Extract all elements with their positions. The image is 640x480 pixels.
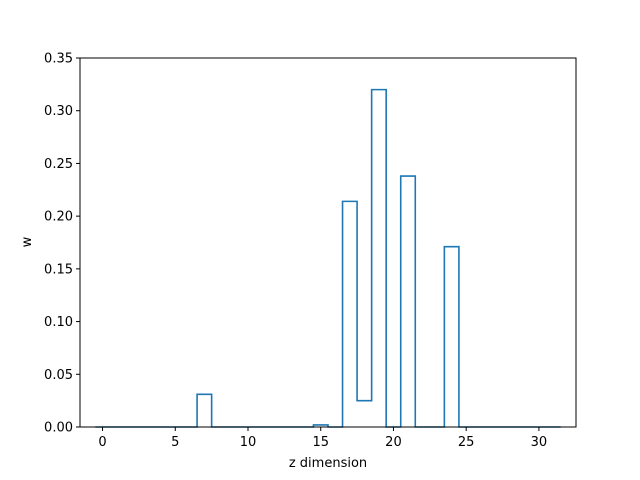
x-tick-label: 5 (171, 435, 179, 450)
y-tick-label: 0.10 (44, 315, 73, 330)
y-tick-label: 0.30 (44, 104, 73, 119)
y-tick-label: 0.35 (44, 52, 73, 67)
x-tick-label: 20 (385, 435, 402, 450)
y-tick-label: 0.00 (44, 421, 73, 436)
y-tick-label: 0.05 (44, 368, 73, 383)
y-axis: 0.00 0.05 0.10 0.15 0.20 0.25 0.30 0.35 (44, 52, 80, 436)
y-tick-label: 0.20 (44, 210, 73, 225)
x-tick-label: 30 (531, 435, 548, 450)
step-outline (95, 88, 561, 428)
y-tick-label: 0.25 (44, 157, 73, 172)
x-axis: 0 5 10 15 20 25 30 (98, 427, 547, 450)
x-tick-label: 15 (312, 435, 329, 450)
x-tick-label: 10 (240, 435, 257, 450)
x-tick-label: 0 (98, 435, 106, 450)
x-axis-label: z dimension (289, 456, 367, 471)
x-tick-label: 25 (458, 435, 475, 450)
y-axis-label: w (20, 236, 35, 247)
axes-frame (79, 57, 577, 428)
y-tick-label: 0.15 (44, 262, 73, 277)
plot-area (80, 58, 576, 427)
